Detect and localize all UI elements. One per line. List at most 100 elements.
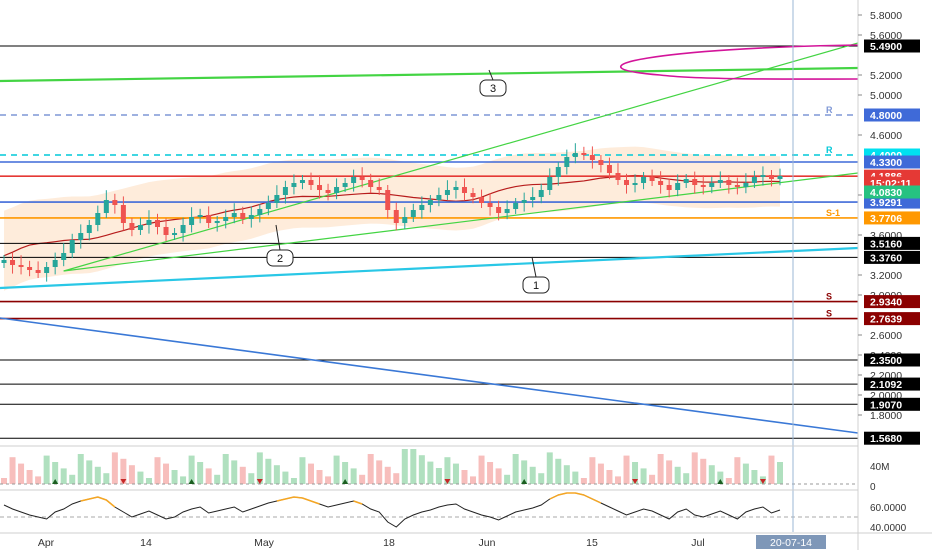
candle-body — [351, 177, 357, 183]
candle-body — [334, 187, 340, 193]
callout-box-0 — [479, 79, 507, 97]
price-tick-label-9: 2.6000 — [870, 330, 902, 342]
level-marker-10: S — [826, 309, 832, 319]
volume-bar — [580, 478, 587, 484]
trendline-1 — [0, 246, 858, 290]
candle-body — [402, 217, 408, 223]
candle-body — [504, 209, 510, 213]
volume-bar — [734, 457, 741, 484]
level-14-label: 1.5680 — [870, 433, 902, 445]
candle-body — [137, 225, 143, 230]
candle-body — [615, 173, 621, 180]
candle-body — [683, 179, 689, 183]
volume-bar — [290, 478, 297, 484]
candle-body — [172, 233, 178, 235]
volume-bar — [777, 462, 783, 484]
level-12-tag — [864, 377, 920, 391]
candle-body — [18, 265, 24, 267]
volume-bar — [521, 460, 528, 484]
volume-bar — [265, 458, 272, 484]
volume-bar — [435, 468, 442, 484]
signal-marker — [188, 479, 195, 484]
volume-bar — [674, 466, 681, 484]
green-price-tag — [864, 185, 920, 199]
price-tick-label-1: 5.6000 — [870, 30, 902, 42]
volume-bar — [461, 470, 468, 484]
level-7-label: 3.5160 — [870, 238, 902, 250]
volume-bar — [751, 470, 758, 484]
oscillator-line — [3, 492, 781, 528]
level-9-tag — [864, 295, 920, 309]
candle-body — [325, 190, 331, 193]
candle-body — [598, 160, 604, 165]
candle-body — [726, 180, 732, 185]
callout-box-2 — [522, 276, 550, 294]
level-6-tag — [864, 211, 920, 225]
level-3-label: 4.3300 — [870, 157, 902, 169]
candle-body — [675, 183, 681, 190]
volume-bar — [214, 474, 221, 484]
level-5-tag — [864, 195, 920, 209]
volume-bar — [649, 474, 656, 484]
signal-marker — [256, 479, 263, 484]
candle-body — [274, 195, 280, 203]
volume-bar — [171, 470, 178, 484]
callout-pointer-2 — [531, 256, 537, 278]
candle-body — [717, 180, 723, 183]
candle-body — [385, 190, 391, 210]
candle-body — [768, 175, 774, 179]
candle-body — [10, 260, 16, 265]
candle-body — [231, 213, 237, 217]
volume-bar — [94, 466, 101, 484]
callout-box-1 — [266, 249, 294, 267]
falling-trendline — [0, 317, 858, 434]
volume-bar — [163, 463, 170, 484]
volume-bar — [478, 455, 485, 484]
level-8-tag — [864, 250, 920, 264]
callout-pointer-1 — [275, 224, 281, 251]
volume-bar — [9, 457, 16, 484]
volume-bar — [683, 473, 690, 484]
volume-bar — [188, 455, 195, 484]
volume-bar — [154, 457, 161, 484]
oscillator-tick-1: 40.0000 — [870, 523, 907, 534]
candle-body — [282, 187, 288, 195]
level-marker-2: R — [826, 145, 833, 155]
candle-body — [103, 200, 109, 213]
candle-body — [223, 217, 229, 221]
candle-body — [69, 240, 75, 253]
level-1-label: 4.8000 — [870, 110, 902, 122]
candle-body — [555, 167, 561, 177]
candle-body — [496, 207, 502, 213]
level-marker-6: S-1 — [826, 208, 840, 218]
volume-bar — [222, 454, 229, 484]
candle-body — [589, 155, 595, 160]
candle-body — [777, 176, 783, 179]
candle-body — [129, 223, 135, 230]
signal-marker — [120, 479, 127, 484]
level-marker-1: R — [826, 105, 833, 115]
level-10-tag — [864, 312, 920, 326]
candle-body — [308, 180, 314, 185]
volume-bar — [427, 461, 434, 484]
volume-bar — [231, 460, 238, 484]
candle-body — [299, 180, 305, 183]
candle-body — [436, 195, 442, 200]
level-8-label: 3.3760 — [870, 252, 902, 264]
time-label-5: 15 — [586, 537, 598, 549]
volume-bar — [632, 462, 639, 484]
candle-body — [61, 253, 67, 260]
volume-bar — [717, 471, 724, 484]
time-label-1: 14 — [140, 537, 152, 549]
volume-bar — [623, 455, 630, 484]
volume-bar — [512, 454, 519, 484]
volume-bar — [555, 458, 562, 484]
volume-bar — [563, 465, 570, 484]
volume-bar — [120, 458, 127, 484]
candle-body — [649, 177, 655, 181]
volume-bar — [333, 455, 340, 484]
time-label-6: Jul — [691, 537, 704, 549]
